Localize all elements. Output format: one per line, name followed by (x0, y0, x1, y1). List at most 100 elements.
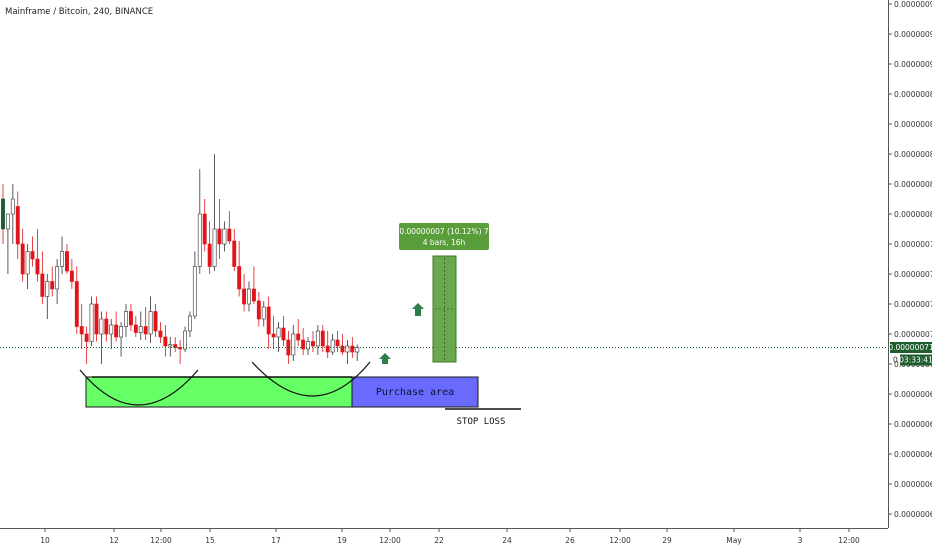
candle[interactable] (99, 311, 104, 365)
candle[interactable] (183, 326, 187, 353)
candle[interactable] (340, 334, 345, 355)
current-price-label: 0.00000071 (888, 343, 932, 352)
candle[interactable] (128, 304, 133, 331)
candle[interactable] (242, 274, 247, 312)
candle[interactable] (207, 221, 212, 275)
candle[interactable] (119, 322, 124, 357)
candle-body (45, 281, 50, 297)
candle[interactable] (40, 251, 45, 305)
candle[interactable] (133, 316, 138, 337)
candle[interactable] (45, 274, 50, 319)
candle[interactable] (222, 221, 227, 252)
candle[interactable] (276, 322, 281, 352)
candle[interactable] (79, 304, 84, 349)
candle[interactable] (335, 331, 340, 352)
candle[interactable] (212, 154, 217, 271)
candle[interactable] (311, 331, 315, 352)
candle[interactable] (55, 259, 60, 304)
candle[interactable] (217, 199, 222, 259)
candle[interactable] (178, 340, 183, 364)
candle[interactable] (153, 304, 158, 337)
candles-group (1, 154, 360, 365)
candle-body (202, 213, 207, 245)
candle[interactable] (173, 337, 178, 352)
candle[interactable] (247, 281, 251, 312)
candle[interactable] (20, 229, 25, 282)
price-tick-label: 0.00000068 (894, 390, 932, 399)
candle[interactable] (84, 326, 89, 365)
candle[interactable] (30, 236, 35, 267)
candle-body (148, 311, 153, 335)
candle[interactable] (261, 301, 266, 327)
candle[interactable] (306, 337, 310, 355)
candle[interactable] (65, 244, 69, 274)
candle[interactable] (124, 304, 128, 337)
candle[interactable] (271, 316, 276, 349)
up-arrow-icon (412, 303, 424, 316)
candle[interactable] (330, 334, 335, 355)
candle[interactable] (355, 344, 360, 362)
candle[interactable] (345, 340, 350, 364)
candle[interactable] (5, 213, 10, 274)
candle[interactable] (10, 184, 15, 244)
candle[interactable] (138, 311, 143, 341)
candle-body (128, 311, 133, 326)
candle[interactable] (192, 251, 197, 320)
cup-curve-right[interactable] (251, 361, 371, 397)
candle[interactable] (197, 169, 202, 274)
candle[interactable] (315, 325, 320, 355)
candle-body (301, 339, 306, 350)
candle[interactable] (104, 311, 109, 342)
candle[interactable] (143, 307, 148, 340)
candle[interactable] (202, 199, 207, 252)
candle[interactable] (251, 266, 256, 305)
candle[interactable] (60, 236, 64, 275)
purchase-area-label: Purchase area (376, 387, 454, 398)
candle[interactable] (232, 229, 237, 271)
candle[interactable] (148, 296, 153, 344)
candle[interactable] (109, 319, 114, 349)
candle[interactable] (114, 311, 119, 342)
candle-body (306, 341, 310, 350)
candle[interactable] (281, 316, 286, 346)
stop-loss-label: STOP LOSS (457, 417, 506, 427)
candle[interactable] (320, 325, 325, 352)
candle[interactable] (158, 322, 163, 343)
price-axis-panel[interactable] (888, 0, 932, 528)
cup-curve-left[interactable] (79, 369, 199, 406)
candle[interactable] (1, 184, 5, 244)
candle[interactable] (325, 331, 330, 358)
price-tick-label: 0.00000092 (894, 30, 932, 39)
candle-body (207, 243, 212, 267)
candle[interactable] (163, 325, 168, 357)
time-axis-ticks[interactable]: 10 12 12:00 15 17 19 12:00 22 24 26 12:00 29 May 3 12:… (40, 528, 860, 545)
candle[interactable] (50, 266, 55, 297)
candle-body (10, 198, 15, 215)
candle-body (173, 344, 178, 348)
candle[interactable] (301, 328, 306, 355)
accumulation-zone[interactable] (85, 376, 353, 408)
candle[interactable] (15, 191, 20, 260)
candle[interactable] (266, 296, 271, 350)
candle[interactable] (69, 259, 74, 289)
candle[interactable] (74, 266, 79, 335)
candle-body (1, 198, 5, 230)
candle[interactable] (94, 296, 99, 342)
candle[interactable] (188, 311, 192, 338)
price-axis-ticks: 0.00000060 0.00000062 0.00000064 0.00000066… (888, 0, 932, 519)
candle[interactable] (35, 229, 40, 282)
purchase-area-zone[interactable] (351, 376, 479, 408)
candle[interactable] (296, 319, 301, 346)
candle[interactable] (227, 211, 232, 244)
candle[interactable] (89, 296, 94, 347)
price-tick-label: 0.00000082 (894, 180, 932, 189)
candle[interactable] (237, 241, 242, 297)
candle-body (291, 333, 296, 356)
candle[interactable] (350, 337, 355, 358)
candle[interactable] (25, 244, 30, 289)
time-tick-label: 29 (662, 536, 672, 545)
candle[interactable] (168, 337, 173, 357)
candle[interactable] (291, 325, 296, 361)
candle[interactable] (256, 292, 261, 327)
